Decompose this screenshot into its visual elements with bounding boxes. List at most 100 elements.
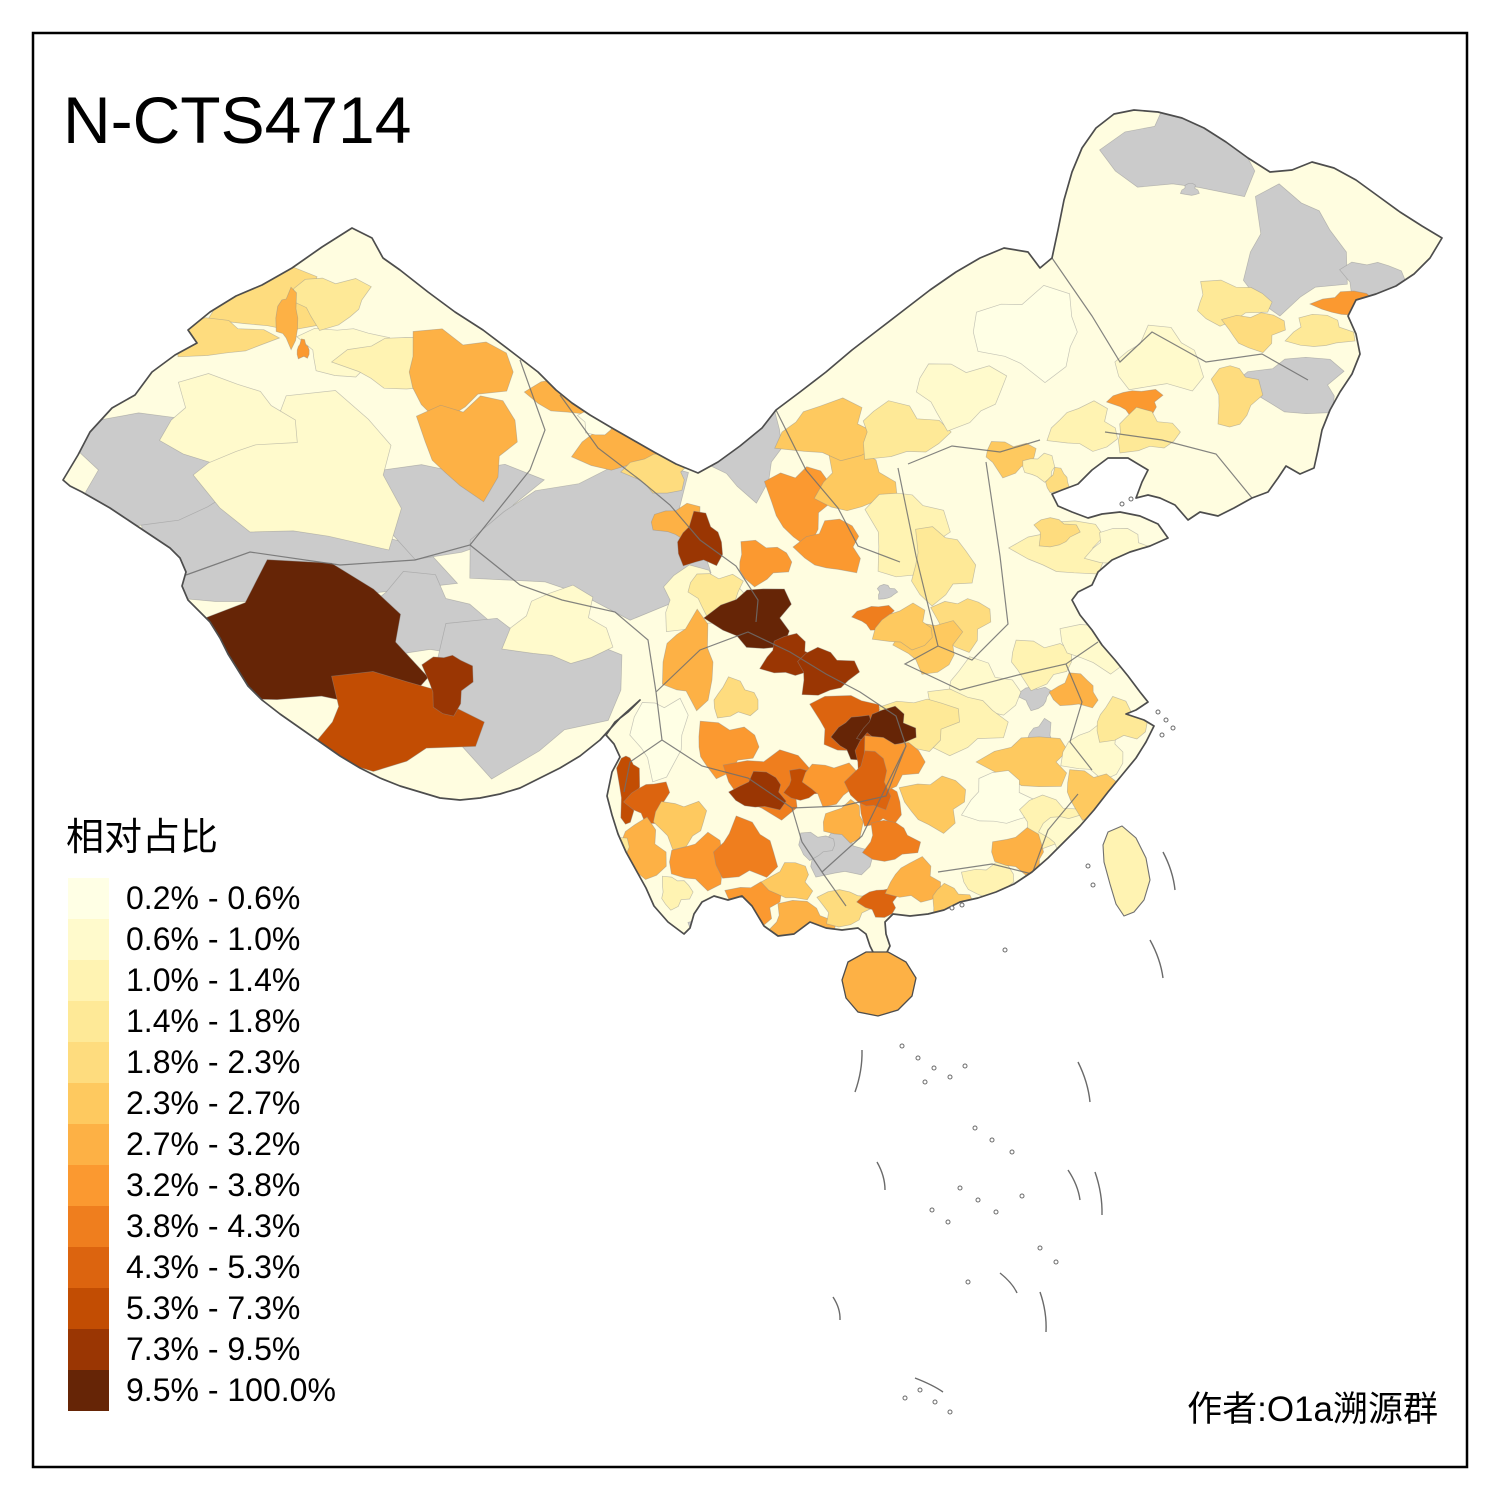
islet-dot xyxy=(1009,1149,1015,1155)
sea-boundary-dash xyxy=(832,1296,841,1321)
legend-swatch xyxy=(68,878,109,919)
islet-dot xyxy=(1090,882,1096,888)
region-class-2 xyxy=(1046,400,1118,452)
region-class-6 xyxy=(275,286,299,351)
region-class-4 xyxy=(903,930,958,958)
sea-boundary-dash xyxy=(1094,1171,1103,1216)
islet-dot xyxy=(899,1043,905,1049)
region-class-9 xyxy=(843,750,892,811)
sea-boundary-dash xyxy=(1077,1061,1091,1103)
legend-swatch xyxy=(68,1165,109,1206)
region-class-7 xyxy=(669,831,726,892)
map-title: N-CTS4714 xyxy=(63,83,411,157)
islet-dot xyxy=(1128,496,1134,502)
region-class-5 xyxy=(760,862,814,901)
islet-dot xyxy=(959,902,965,908)
legend-label: 0.2% - 0.6% xyxy=(126,880,300,916)
region-class-6 xyxy=(415,395,518,503)
region-class-7 xyxy=(739,539,793,588)
islet-dot xyxy=(947,1409,953,1415)
region-class-5 xyxy=(653,800,707,851)
islet-dot xyxy=(989,1137,995,1143)
region-class-11 xyxy=(677,510,723,567)
region-no-data xyxy=(876,584,899,600)
islet-dot xyxy=(945,1219,951,1225)
prefecture-patches xyxy=(63,110,1407,958)
islet-dot xyxy=(1019,1193,1025,1199)
region-class-3 xyxy=(1284,313,1356,347)
region-class-0 xyxy=(629,697,689,783)
author-credit: 作者:O1a溯源群 xyxy=(1187,1390,1438,1429)
region-class-5 xyxy=(871,602,933,651)
islet-dot xyxy=(972,1125,978,1131)
map-group xyxy=(62,109,1443,1415)
islet-dot xyxy=(962,1063,968,1069)
legend-swatch xyxy=(68,919,109,960)
legend-swatch xyxy=(68,1329,109,1370)
sea-boundary-dash xyxy=(1067,1169,1081,1201)
region-class-1 xyxy=(192,390,402,551)
sea-boundary-dash xyxy=(914,1377,944,1393)
region-class-4 xyxy=(1033,517,1081,548)
legend: 相对占比 0.2% - 0.6% 0.6% - 1.0% 1.0% - 1.4% 1.… xyxy=(66,817,336,1411)
islet-dot xyxy=(975,1197,981,1203)
islet-dot xyxy=(915,1055,921,1061)
taiwan-island xyxy=(1102,825,1151,917)
sea-boundary-dash xyxy=(854,1049,863,1093)
legend-swatch xyxy=(68,1001,109,1042)
region-class-2 xyxy=(661,875,694,911)
legend-swatch xyxy=(68,1247,109,1288)
region-class-6 xyxy=(662,608,714,712)
islet-dot xyxy=(993,1209,999,1215)
legend-label: 2.7% - 3.2% xyxy=(126,1126,300,1162)
legend-swatch xyxy=(68,1083,109,1124)
region-class-4 xyxy=(1210,365,1264,428)
legend-label: 4.3% - 5.3% xyxy=(126,1249,300,1285)
south-china-sea-islands xyxy=(899,496,1176,1415)
region-class-0 xyxy=(960,770,1037,824)
region-class-4 xyxy=(1220,312,1286,354)
region-class-5 xyxy=(898,775,966,834)
legend-label: 1.8% - 2.3% xyxy=(126,1044,300,1080)
islet-dot xyxy=(902,1395,908,1401)
islet-dot xyxy=(917,1387,923,1393)
region-class-6 xyxy=(884,856,941,903)
region-class-7 xyxy=(296,338,310,360)
islet-dot xyxy=(1053,1259,1059,1265)
sea-boundary-dash xyxy=(1039,1291,1047,1333)
islet-dot xyxy=(1037,1245,1043,1251)
region-class-5 xyxy=(975,736,1069,787)
region-class-6 xyxy=(408,328,514,424)
islet-dot xyxy=(932,1399,938,1405)
region-class-11 xyxy=(728,770,787,811)
legend-label: 2.3% - 2.7% xyxy=(126,1085,300,1121)
region-class-7 xyxy=(792,518,861,574)
sea-boundary-dash xyxy=(876,1161,886,1191)
region-class-3 xyxy=(1096,695,1148,743)
region-class-1 xyxy=(1114,324,1204,392)
legend-swatch xyxy=(68,1042,109,1083)
legend-items: 0.2% - 0.6% 0.6% - 1.0% 1.0% - 1.4% 1.4% - … xyxy=(68,878,336,1411)
islet-dot xyxy=(931,1065,937,1071)
legend-label: 9.5% - 100.0% xyxy=(126,1372,336,1408)
hainan-island xyxy=(841,951,917,1017)
legend-label: 0.6% - 1.0% xyxy=(126,921,300,957)
islet-dot xyxy=(1155,709,1161,715)
islet-dot xyxy=(1002,947,1008,953)
region-class-5 xyxy=(774,397,880,462)
region-class-2 xyxy=(1011,639,1073,692)
region-no-data xyxy=(1179,182,1200,196)
legend-label: 1.0% - 1.4% xyxy=(126,962,300,998)
islet-dot xyxy=(957,1185,963,1191)
sea-boundary-dash xyxy=(1149,939,1164,979)
region-class-1 xyxy=(916,363,1008,432)
legend-swatch xyxy=(68,1206,109,1247)
region-class-4 xyxy=(713,676,759,719)
region-class-5 xyxy=(985,441,1037,479)
region-class-11 xyxy=(421,654,474,717)
china-outline xyxy=(62,109,1443,959)
region-class-0 xyxy=(972,285,1078,384)
legend-swatch xyxy=(68,1288,109,1329)
